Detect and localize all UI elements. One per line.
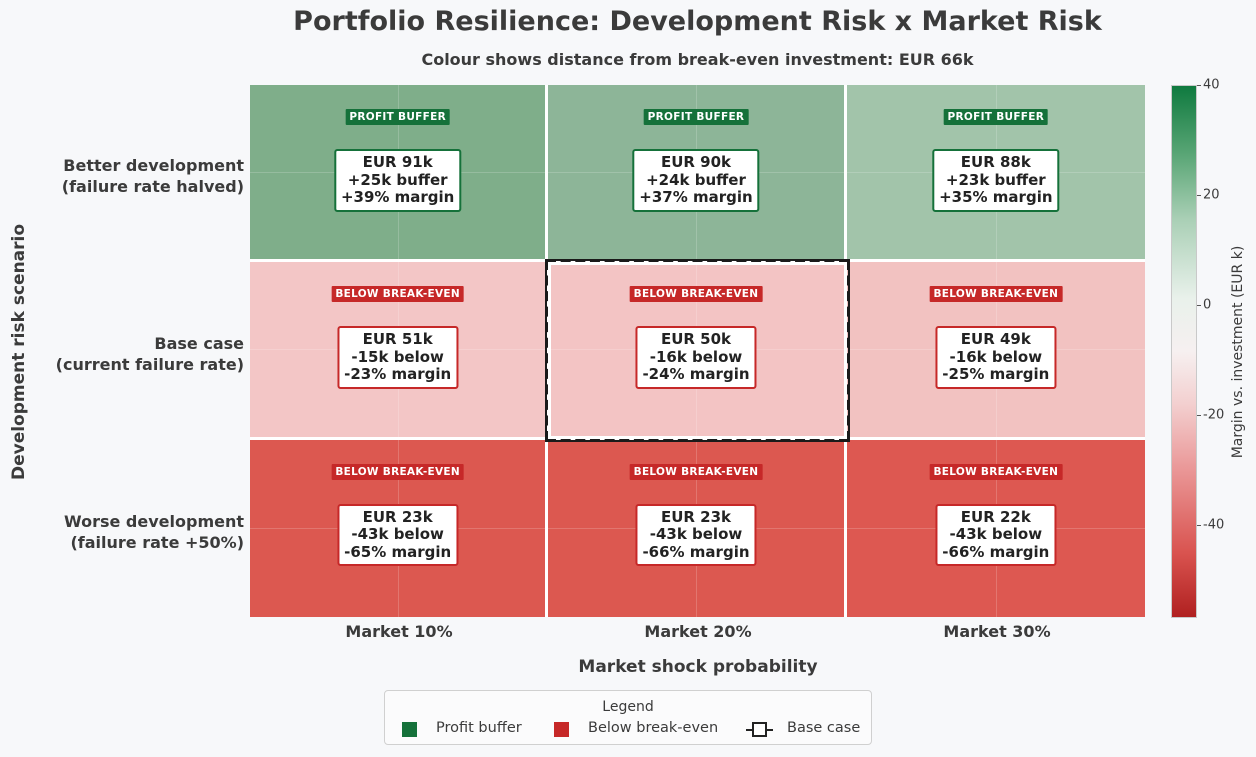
cell-value-label: EUR 22k -43k below -66% margin bbox=[935, 503, 1057, 567]
cell-value-label: EUR 23k -43k below -65% margin bbox=[337, 503, 459, 567]
cell-value-label: EUR 49k -16k below -25% margin bbox=[935, 326, 1057, 389]
colorbar-tick-label: 20 bbox=[1203, 187, 1220, 203]
colorbar-tick bbox=[1197, 304, 1201, 306]
colorbar-tick bbox=[1197, 414, 1201, 416]
cell-status-badge: BELOW BREAK-EVEN bbox=[929, 286, 1063, 303]
cell-value-line: -15k below bbox=[351, 347, 444, 366]
row-label-base: Base case (current failure rate) bbox=[55, 334, 244, 374]
row-label-worse: Worse development (failure rate +50%) bbox=[64, 512, 244, 552]
row-label-better: Better development (failure rate halved) bbox=[61, 156, 244, 196]
legend-swatch-loss bbox=[554, 722, 569, 737]
colorbar-tick bbox=[1197, 85, 1201, 86]
cell-value-line: +23k buffer bbox=[945, 170, 1046, 189]
cell-value-line: -23% margin bbox=[344, 365, 452, 384]
col-label-market-10: Market 10% bbox=[345, 622, 453, 641]
heatmap-cell: BELOW BREAK-EVEN EUR 49k -16k below -25% ma… bbox=[846, 262, 1145, 440]
colorbar-label: Margin vs. investment (EUR k) bbox=[1230, 245, 1246, 459]
legend-swatch-profit bbox=[402, 722, 417, 737]
heatmap-cell: BELOW BREAK-EVEN EUR 51k -15k below -23% ma… bbox=[250, 262, 549, 440]
cell-value-line: EUR 50k bbox=[660, 330, 732, 349]
col-label-market-30: Market 30% bbox=[943, 622, 1051, 641]
colorbar-tick-label: -20 bbox=[1203, 407, 1225, 423]
cell-value-label: EUR 51k -15k below -23% margin bbox=[337, 326, 459, 389]
cell-value-line: -24% margin bbox=[642, 365, 750, 384]
cell-value-line: -16k below bbox=[949, 347, 1043, 366]
cell-value-line: +24k buffer bbox=[646, 170, 746, 189]
colorbar bbox=[1171, 85, 1197, 618]
heatmap-cell: PROFIT BUFFER EUR 90k +24k buffer +37% marg… bbox=[548, 85, 847, 263]
colorbar-tick bbox=[1197, 194, 1201, 196]
colorbar-tick-label: -40 bbox=[1203, 517, 1225, 533]
cell-value-line: +25k buffer bbox=[347, 170, 448, 189]
cell-value-line: -16k below bbox=[649, 347, 743, 366]
cell-value-line: EUR 23k bbox=[660, 507, 732, 526]
cell-value-line: EUR 22k bbox=[960, 507, 1031, 526]
chart-title: Portfolio Resilience: Development Risk x… bbox=[293, 6, 1102, 37]
cell-value-line: -65% margin bbox=[344, 542, 452, 561]
legend-item-loss: Below break-even bbox=[588, 720, 719, 736]
cell-value-line: EUR 49k bbox=[960, 330, 1031, 349]
x-axis-label: Market shock probability bbox=[578, 657, 818, 677]
cell-value-line: +39% margin bbox=[340, 188, 455, 206]
colorbar-tick-label: 0 bbox=[1203, 297, 1212, 313]
col-label-market-20: Market 20% bbox=[644, 622, 752, 641]
cell-value-line: -66% margin bbox=[942, 542, 1050, 561]
cell-value-label: EUR 23k -43k below -66% margin bbox=[635, 503, 757, 567]
cell-status-badge: BELOW BREAK-EVEN bbox=[629, 463, 763, 480]
cell-value-line: EUR 23k bbox=[362, 507, 433, 526]
colorbar-tick bbox=[1197, 524, 1201, 526]
chart-subtitle: Colour shows distance from break-even in… bbox=[421, 50, 974, 69]
legend-item-base: Base case bbox=[787, 720, 861, 736]
cell-value-label: EUR 91k +25k buffer +39% margin bbox=[333, 149, 462, 212]
cell-status-badge: PROFIT BUFFER bbox=[943, 109, 1049, 125]
cell-value-line: -43k below bbox=[351, 525, 444, 544]
cell-value-label: EUR 88k +23k buffer +35% margin bbox=[932, 149, 1060, 212]
cell-value-line: EUR 90k bbox=[660, 153, 732, 171]
heatmap-cell: PROFIT BUFFER EUR 88k +23k buffer +35% marg… bbox=[846, 85, 1145, 263]
cell-status-badge: BELOW BREAK-EVEN bbox=[629, 286, 763, 303]
cell-value-line: -43k below bbox=[649, 525, 743, 544]
heatmap-cell: PROFIT BUFFER EUR 91k +25k buffer +39% marg… bbox=[250, 85, 549, 263]
cell-value-line: -43k below bbox=[949, 525, 1043, 544]
cell-status-badge: BELOW BREAK-EVEN bbox=[331, 463, 464, 480]
cell-value-line: -25% margin bbox=[942, 365, 1050, 384]
cell-value-label: EUR 90k +24k buffer +37% margin bbox=[632, 149, 760, 212]
cell-status-badge: BELOW BREAK-EVEN bbox=[331, 286, 464, 303]
cell-status-badge: BELOW BREAK-EVEN bbox=[929, 463, 1063, 480]
cell-value-line: -66% margin bbox=[642, 542, 750, 561]
heatmap-cell: BELOW BREAK-EVEN EUR 23k -43k below -66% ma… bbox=[548, 439, 847, 617]
heatmap-cell: BELOW BREAK-EVEN EUR 23k -43k below -65% ma… bbox=[250, 439, 549, 617]
colorbar-tick-label: 40 bbox=[1203, 77, 1220, 93]
cell-value-line: +35% margin bbox=[939, 188, 1053, 206]
heatmap-grid: PROFIT BUFFER EUR 91k +25k buffer +39% marg… bbox=[250, 85, 1145, 617]
cell-value-line: EUR 91k bbox=[362, 153, 433, 171]
legend-title: Legend bbox=[602, 699, 654, 715]
cell-status-badge: PROFIT BUFFER bbox=[345, 109, 450, 125]
legend-swatch-base bbox=[752, 722, 767, 737]
cell-value-line: +37% margin bbox=[639, 188, 753, 206]
heatmap-cell: BELOW BREAK-EVEN EUR 22k -43k below -66% ma… bbox=[846, 439, 1145, 617]
cell-value-line: EUR 51k bbox=[362, 330, 433, 349]
cell-value-label: EUR 50k -16k below -24% margin bbox=[635, 326, 757, 389]
heatmap-cell: BELOW BREAK-EVEN EUR 50k -16k below -24% ma… bbox=[548, 262, 847, 440]
cell-status-badge: PROFIT BUFFER bbox=[643, 109, 749, 125]
legend: Legend Profit buffer Below break-even Ba… bbox=[384, 690, 872, 745]
legend-item-profit: Profit buffer bbox=[436, 720, 522, 736]
cell-value-line: EUR 88k bbox=[960, 153, 1031, 171]
